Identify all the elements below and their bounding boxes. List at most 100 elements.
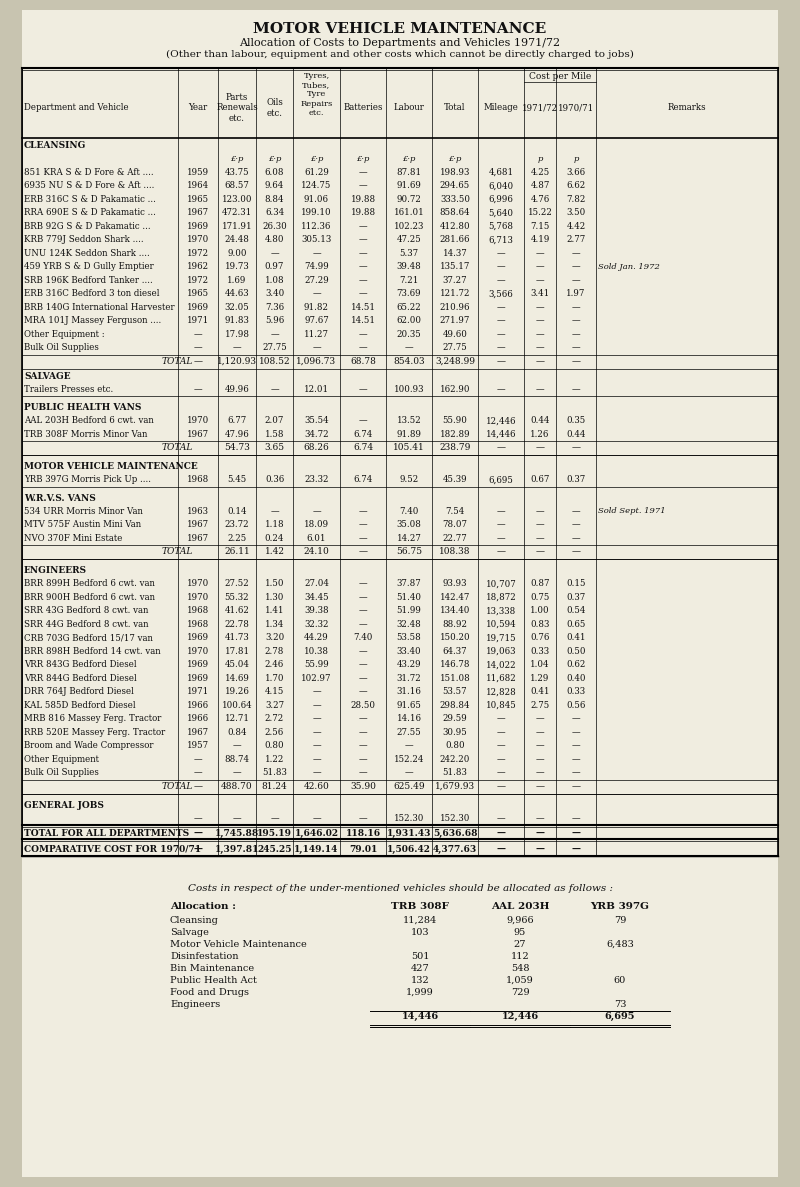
Text: 121.72: 121.72 [440,290,470,298]
Text: £·p: £·p [356,154,370,163]
Text: —: — [358,607,367,615]
Text: —: — [535,829,545,838]
Text: 0.97: 0.97 [265,262,284,272]
Text: 73: 73 [614,999,626,1009]
Text: —: — [535,444,545,452]
Text: ERB 316C S & D Pakamatic ...: ERB 316C S & D Pakamatic ... [24,195,156,204]
Text: —: — [194,782,202,791]
Text: 24.10: 24.10 [304,547,330,557]
Text: 238.79: 238.79 [439,444,470,452]
Text: 12,828: 12,828 [486,687,516,697]
Text: —: — [233,741,242,750]
Text: 152.30: 152.30 [440,814,470,823]
Text: —: — [535,357,545,366]
Text: 1.69: 1.69 [227,275,246,285]
Text: —: — [535,782,545,791]
Text: 5.37: 5.37 [399,249,418,258]
Text: TOTAL FOR ALL DEPARTMENTS: TOTAL FOR ALL DEPARTMENTS [24,829,189,838]
Text: 1965: 1965 [187,195,209,204]
Text: 1970: 1970 [187,592,209,602]
Text: —: — [497,728,506,737]
Text: —: — [312,755,321,763]
Text: Other Equipment :: Other Equipment : [24,330,105,338]
Text: 9,966: 9,966 [506,916,534,925]
Text: 91.06: 91.06 [304,195,329,204]
Text: 3,248.99: 3,248.99 [435,357,475,366]
Text: 30.95: 30.95 [442,728,467,737]
Text: —: — [270,330,279,338]
Text: —: — [571,844,581,853]
Text: 0.62: 0.62 [566,660,586,669]
Text: 51.83: 51.83 [262,768,287,777]
Text: —: — [405,343,414,353]
Text: 6.74: 6.74 [353,444,373,452]
Text: 19.26: 19.26 [225,687,250,697]
Text: —: — [497,385,506,394]
Text: —: — [358,330,367,338]
Text: —: — [358,592,367,602]
Text: UNU 124K Seddon Shark ....: UNU 124K Seddon Shark .... [24,249,150,258]
Text: 1971: 1971 [187,316,209,325]
Text: Parts
Renewals
etc.: Parts Renewals etc. [216,93,258,123]
Text: £·p: £·p [448,154,462,163]
Text: 10,845: 10,845 [486,700,516,710]
Text: Labour: Labour [394,103,425,113]
Text: 851 KRA S & D Fore & Aft ....: 851 KRA S & D Fore & Aft .... [24,167,154,177]
Text: —: — [497,715,506,723]
Text: —: — [312,814,321,823]
Text: 210.96: 210.96 [440,303,470,312]
Text: Bulk Oil Supplies: Bulk Oil Supplies [24,343,99,353]
Text: 65.22: 65.22 [397,303,422,312]
Text: 6,483: 6,483 [606,940,634,948]
Text: —: — [270,814,279,823]
Text: 1969: 1969 [187,660,209,669]
Text: 1.58: 1.58 [265,430,284,439]
Text: p: p [538,154,542,163]
Text: 28.50: 28.50 [350,700,375,710]
Text: 23.72: 23.72 [225,520,250,529]
Text: 35.54: 35.54 [304,417,329,425]
Text: 854.03: 854.03 [393,357,425,366]
Text: 6,695: 6,695 [605,1013,635,1021]
Text: 6.74: 6.74 [354,475,373,484]
Text: 0.80: 0.80 [265,741,284,750]
Text: 7.54: 7.54 [446,507,465,515]
Text: 1,149.14: 1,149.14 [294,844,338,853]
Text: —: — [194,343,202,353]
Text: 1964: 1964 [187,182,209,190]
Text: 0.24: 0.24 [265,534,284,542]
Text: —: — [358,687,367,697]
Text: 1966: 1966 [187,715,209,723]
Text: —: — [497,782,506,791]
Text: 1.70: 1.70 [265,674,284,683]
Text: 112.36: 112.36 [302,222,332,230]
Text: SRR 44G Bedford 8 cwt. van: SRR 44G Bedford 8 cwt. van [24,620,149,629]
Text: 33.40: 33.40 [397,647,422,655]
Text: 7.36: 7.36 [265,303,284,312]
Text: 3.50: 3.50 [566,208,586,217]
Text: —: — [571,829,581,838]
Text: NVO 370F Mini Estate: NVO 370F Mini Estate [24,534,122,542]
Text: 7.21: 7.21 [399,275,418,285]
Text: 34.72: 34.72 [304,430,329,439]
Text: 1,999: 1,999 [406,988,434,997]
Text: 161.01: 161.01 [394,208,424,217]
Text: 3.66: 3.66 [566,167,586,177]
Bar [22,68,778,856]
Text: 1.29: 1.29 [530,674,550,683]
Text: Disinfestation: Disinfestation [170,952,238,961]
Text: 199.10: 199.10 [301,208,332,217]
Text: 152.30: 152.30 [394,814,424,823]
Text: 91.82: 91.82 [304,303,329,312]
Text: 17.98: 17.98 [225,330,250,338]
Text: 15.22: 15.22 [527,208,553,217]
Text: —: — [194,768,202,777]
Text: —: — [572,768,580,777]
Text: 459 YRB S & D Gully Emptier: 459 YRB S & D Gully Emptier [24,262,154,272]
Text: £·p: £·p [310,154,323,163]
Text: —: — [270,507,279,515]
Text: —: — [358,417,367,425]
Text: 7.15: 7.15 [530,222,550,230]
Text: —: — [358,262,367,272]
Text: 6.08: 6.08 [265,167,284,177]
